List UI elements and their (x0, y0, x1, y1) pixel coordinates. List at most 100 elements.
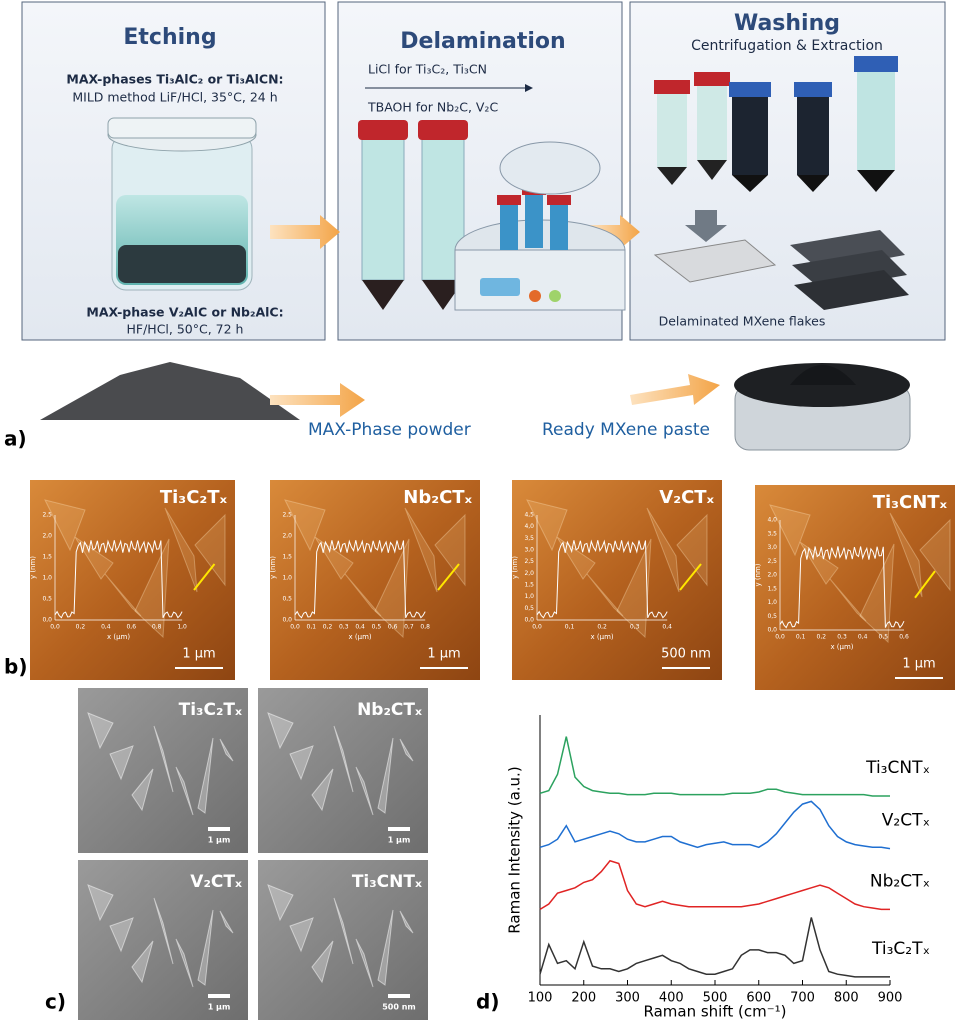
height-profile (294, 539, 426, 619)
scale-label: 1 µm (182, 647, 215, 662)
flake (284, 499, 326, 552)
inset-tick-label: 0,1 (307, 624, 317, 631)
image-title: V₂CTₓ (659, 487, 714, 508)
flake (676, 513, 708, 587)
inset-tick-label: 0,1 (565, 624, 575, 631)
inset-tick-label: 0,4 (355, 624, 365, 631)
inset-tick-label: 3,0 (767, 544, 777, 551)
step-text: TBAOH for Nb₂C, V₂C (367, 100, 498, 115)
flake (646, 507, 680, 593)
arrow (270, 383, 365, 417)
step-title: Etching (123, 25, 216, 50)
panel-label: b) (4, 655, 27, 679)
series-label: Ti₃C₂Tₓ (871, 939, 930, 959)
flake (333, 897, 354, 965)
flake (44, 499, 86, 552)
arrow (590, 215, 640, 249)
flake (404, 507, 438, 593)
flake (616, 538, 652, 639)
x-tick-label: 100 (528, 991, 553, 1006)
inset-tick-label: 0,3 (837, 634, 847, 641)
step-title: Delamination (400, 29, 565, 54)
flake (289, 745, 314, 781)
flake (267, 712, 294, 750)
series-label: Ti₃CNTₓ (865, 758, 930, 778)
arrow (270, 215, 340, 249)
series-line (539, 736, 890, 797)
step-text: HF/HCl, 50°C, 72 h (127, 322, 244, 337)
height-profile (54, 539, 183, 619)
flake (311, 768, 334, 812)
x-tick-label: 200 (571, 991, 596, 1006)
inset-tick-label: 0,6 (126, 624, 136, 631)
inset-tick-label: 4,5 (524, 512, 534, 519)
inset-tick-label: 4,0 (767, 517, 777, 524)
flake (399, 738, 414, 762)
inset-tick-label: 0,2 (323, 624, 333, 631)
flake (134, 538, 170, 639)
inset-tick-label: 0,0 (50, 624, 60, 631)
series-label: V₂CTₓ (882, 811, 930, 831)
scale-label: 1 µm (902, 657, 935, 672)
x-tick-label: 900 (878, 991, 903, 1006)
powder (40, 362, 300, 420)
profile-line (679, 563, 702, 591)
step-text: MAX-phase V₂AlC or Nb₂AlC: (86, 305, 283, 320)
inset-tick-label: 3,5 (524, 535, 534, 542)
inset-tick-label: 2,5 (282, 512, 292, 519)
sem-image (258, 860, 428, 1020)
sem-image (258, 688, 428, 853)
inset-tick-label: 0,5 (524, 605, 534, 612)
inset-tick-label: 2,0 (282, 533, 292, 540)
flake (344, 573, 382, 617)
inset-tick-label: 0,0 (42, 617, 52, 624)
flake (769, 504, 811, 557)
inset-tick-label: 3,0 (524, 547, 534, 554)
flake (109, 917, 134, 953)
inset-tick-label: 1,0 (524, 593, 534, 600)
flake (109, 745, 134, 781)
inset-tick-label: 2,0 (42, 533, 52, 540)
image-title: Ti₃CNTₓ (352, 872, 422, 892)
step-subtitle: Centrifugation & Extraction (691, 38, 883, 54)
inset-axis-label: y (nm) (754, 563, 762, 586)
flake (164, 507, 198, 593)
flake (197, 737, 214, 814)
caption: Ready MXene paste (542, 420, 710, 440)
inset-tick-label: 0,0 (282, 617, 292, 624)
flake (355, 766, 374, 816)
inset-axis-label: x (µm) (107, 633, 130, 641)
step-text: LiCl for Ti₃C₂, Ti₃CN (368, 62, 487, 77)
inset-tick-label: 0,0 (767, 627, 777, 634)
series-label: Nb₂CTₓ (870, 871, 930, 891)
flake (919, 518, 951, 592)
inset-tick-label: 4,0 (524, 523, 534, 530)
image-title: Ti₃C₂Tₓ (160, 487, 228, 508)
flake (377, 909, 394, 986)
scale-label: 1 µm (427, 647, 460, 662)
flake (333, 725, 354, 793)
scale-label: 1 µm (388, 836, 411, 845)
x-axis-label: Raman shift (cm⁻¹) (643, 1003, 786, 1021)
inset-axis-label: y (nm) (29, 556, 37, 579)
profile-line (437, 563, 460, 591)
y-axis-label: Raman Intensity (a.u.) (506, 766, 524, 933)
flake (87, 712, 114, 750)
inset-tick-label: 0,5 (42, 596, 52, 603)
inset-tick-label: 0,4 (101, 624, 111, 631)
scale-bar (208, 994, 230, 998)
inset-tick-label: 0,3 (339, 624, 349, 631)
inset-axis-label: y (nm) (511, 556, 519, 579)
inset-tick-label: 0,6 (388, 624, 398, 631)
flake (153, 725, 174, 793)
inset-tick-label: 0,6 (899, 634, 909, 641)
flake (374, 538, 410, 639)
profile-line (914, 570, 936, 599)
arrow-head (525, 84, 533, 92)
x-tick-label: 600 (746, 991, 771, 1006)
sem-image (78, 860, 248, 1020)
flake (829, 578, 867, 622)
inset-tick-label: 2,5 (524, 558, 534, 565)
image-title: Nb₂CTₓ (357, 700, 422, 720)
